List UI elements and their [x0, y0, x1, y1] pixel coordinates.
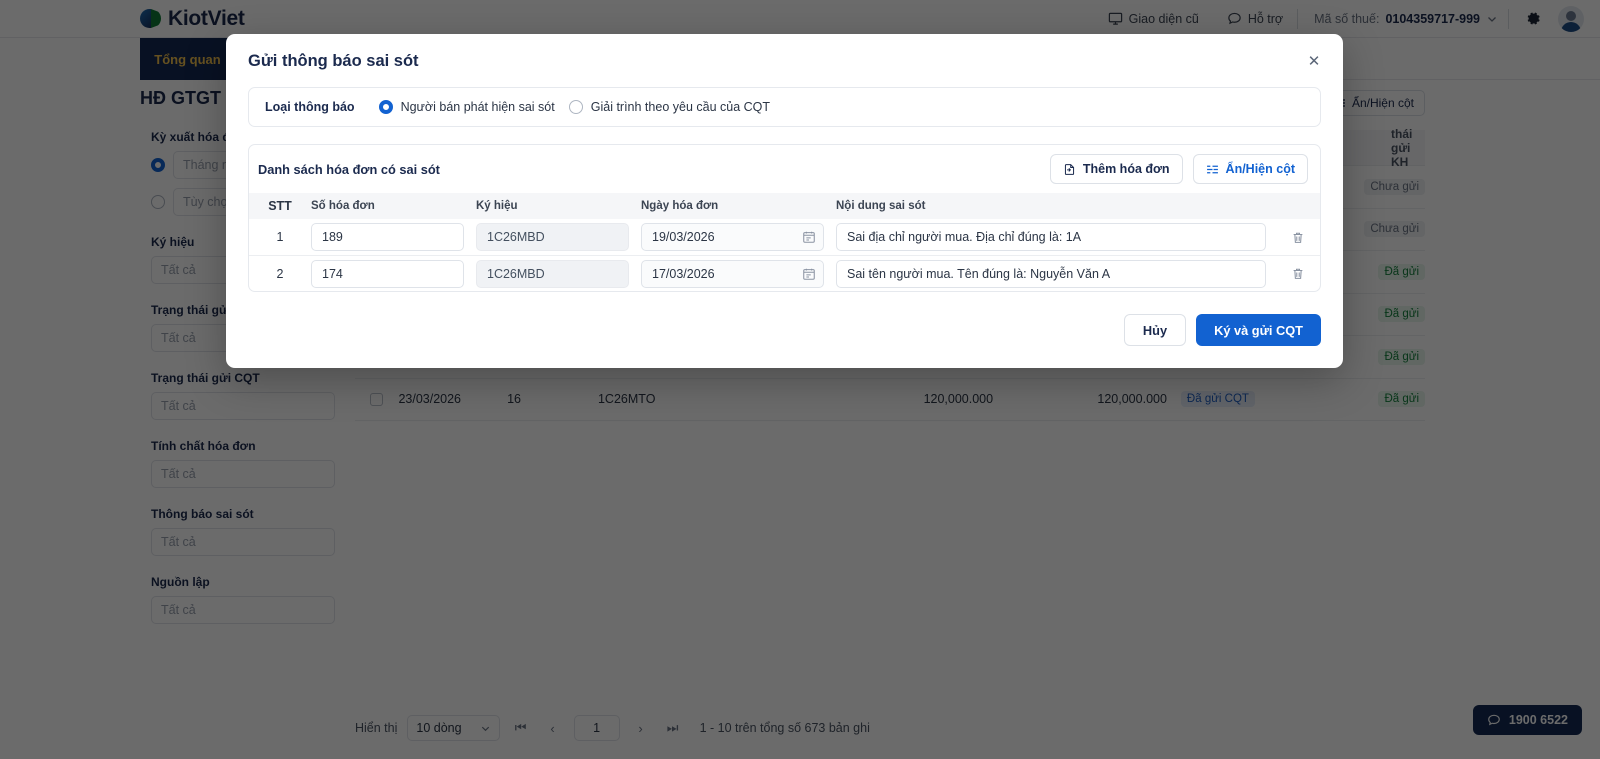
- invoice-error-list-title: Danh sách hóa đơn có sai sót: [258, 161, 440, 177]
- invoice-error-table-body: 1 189 1C26MBD 19/03/2026 Sai địa chỉ người m…: [249, 219, 1320, 291]
- cell-stt: 1: [276, 230, 284, 244]
- add-invoice-icon: [1063, 163, 1076, 176]
- close-icon[interactable]: ✕: [1307, 53, 1321, 70]
- add-invoice-button[interactable]: Thêm hóa đơn: [1049, 154, 1183, 184]
- col-stt: STT: [268, 199, 292, 213]
- radio-unselected-icon[interactable]: [568, 100, 583, 114]
- invoice-error-row: 1 189 1C26MBD 19/03/2026 Sai địa chỉ người m…: [249, 219, 1320, 255]
- notice-type-option-seller[interactable]: Người bán phát hiện sai sót: [378, 100, 555, 114]
- notice-type-option-label: Giải trình theo yêu cầu của CQT: [590, 100, 771, 114]
- error-content-input[interactable]: Sai tên người mua. Tên đúng là: Nguyễn V…: [836, 259, 1266, 288]
- columns-icon: [1206, 163, 1219, 176]
- add-invoice-label: Thêm hóa đơn: [1082, 162, 1170, 176]
- invoice-no-input[interactable]: 189: [311, 223, 464, 251]
- notice-type-label: Loại thông báo: [265, 100, 355, 114]
- modal-body: Loại thông báo Người bán phát hiện sai s…: [226, 81, 1343, 292]
- cell-stt: 2: [276, 266, 284, 281]
- calendar-icon[interactable]: [802, 230, 816, 244]
- invoice-error-list: Danh sách hóa đơn có sai sót Thêm hóa đơ…: [248, 144, 1321, 292]
- invoice-error-list-header: Danh sách hóa đơn có sai sót Thêm hóa đơ…: [249, 145, 1320, 193]
- col-invoice-no: Số hóa đơn: [311, 200, 375, 212]
- error-content-input[interactable]: Sai địa chỉ người mua. Địa chỉ đúng là: …: [836, 223, 1266, 251]
- notice-type-option-cqt[interactable]: Giải trình theo yêu cầu của CQT: [568, 100, 771, 114]
- toggle-columns-button[interactable]: Ẩn/Hiện cột: [1192, 154, 1308, 184]
- error-notice-modal: Gửi thông báo sai sót ✕ Loại thông báo N…: [226, 34, 1343, 368]
- col-symbol: Ký hiệu: [476, 200, 518, 212]
- col-invoice-date: Ngày hóa đơn: [641, 200, 719, 212]
- invoice-error-row: 2 174 1C26MBD 17/03/2026 Sai tên người mua. …: [249, 255, 1320, 291]
- invoice-error-table-header: STT Số hóa đơn Ký hiệu Ngày hóa đơn Nội …: [249, 193, 1320, 219]
- symbol-field: 1C26MBD: [476, 259, 629, 288]
- symbol-field: 1C26MBD: [476, 223, 629, 251]
- modal-title: Gửi thông báo sai sót: [248, 52, 419, 70]
- calendar-icon[interactable]: [802, 267, 816, 281]
- delete-row-button[interactable]: [1276, 266, 1320, 281]
- modal-header: Gửi thông báo sai sót ✕: [226, 34, 1343, 81]
- modal-footer: Hủy Ký và gửi CQT: [226, 292, 1343, 368]
- invoice-date-input[interactable]: 17/03/2026: [641, 259, 824, 288]
- col-error-content: Nội dung sai sót: [836, 200, 926, 212]
- notice-type-row: Loại thông báo Người bán phát hiện sai s…: [248, 87, 1321, 127]
- radio-selected-icon[interactable]: [378, 100, 393, 114]
- invoice-no-input[interactable]: 174: [311, 259, 464, 288]
- toggle-columns-label: Ẩn/Hiện cột: [1225, 162, 1295, 176]
- invoice-date-value: 17/03/2026: [652, 266, 715, 281]
- delete-row-button[interactable]: [1276, 230, 1320, 245]
- sign-and-send-button[interactable]: Ký và gửi CQT: [1196, 314, 1321, 346]
- cancel-button[interactable]: Hủy: [1123, 314, 1187, 346]
- invoice-date-value: 19/03/2026: [652, 230, 715, 244]
- notice-type-option-label: Người bán phát hiện sai sót: [400, 100, 555, 114]
- invoice-error-list-actions: Thêm hóa đơn Ẩn/Hiện cột: [1049, 154, 1308, 184]
- invoice-date-input[interactable]: 19/03/2026: [641, 223, 824, 251]
